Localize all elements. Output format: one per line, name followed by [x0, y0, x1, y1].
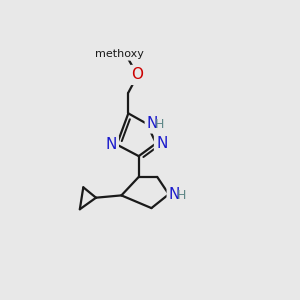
Text: N: N: [169, 187, 180, 202]
Text: methoxy: methoxy: [95, 50, 143, 59]
Text: H: H: [155, 118, 164, 131]
Text: H: H: [177, 189, 186, 202]
Text: N: N: [156, 136, 167, 151]
Text: N: N: [105, 137, 117, 152]
Text: O: O: [132, 68, 144, 83]
Text: O: O: [132, 67, 144, 82]
Text: N: N: [147, 116, 158, 131]
